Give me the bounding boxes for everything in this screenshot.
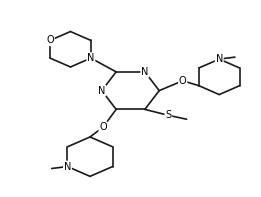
- Text: O: O: [46, 35, 54, 45]
- Text: N: N: [141, 67, 149, 77]
- Text: S: S: [165, 110, 171, 120]
- Text: N: N: [98, 86, 105, 96]
- Text: N: N: [64, 162, 71, 172]
- Text: O: O: [99, 122, 107, 132]
- Text: N: N: [216, 54, 223, 64]
- Text: N: N: [87, 53, 94, 63]
- Text: O: O: [179, 76, 187, 86]
